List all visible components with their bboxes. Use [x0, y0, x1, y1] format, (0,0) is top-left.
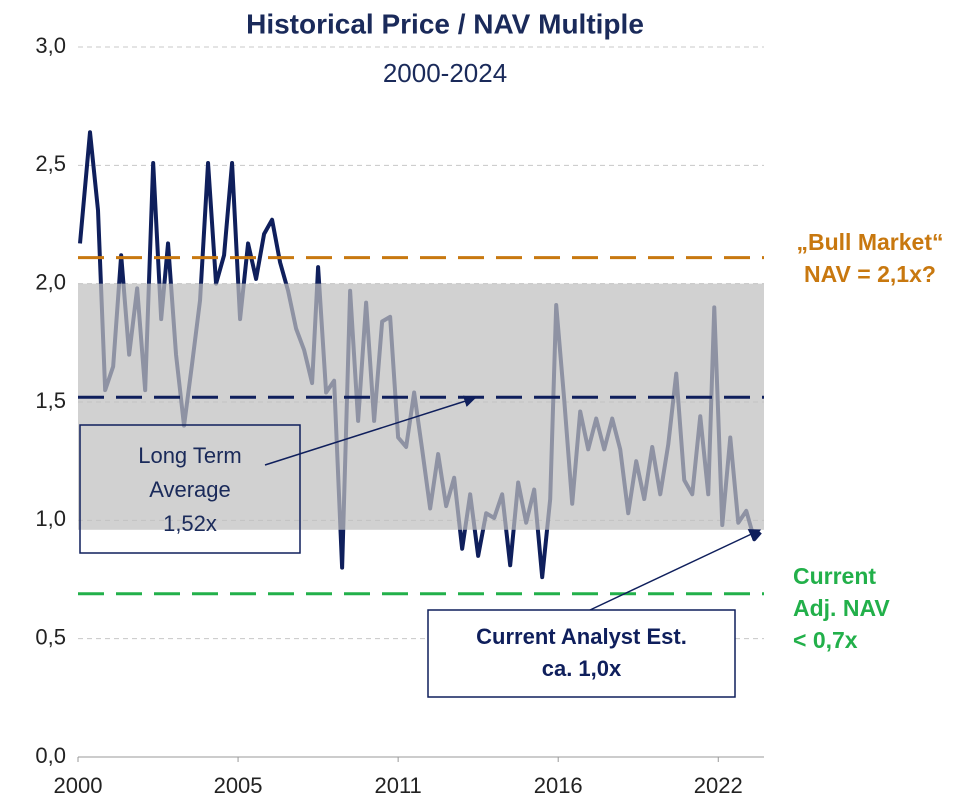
x-tick-label: 2000: [54, 773, 103, 798]
annotation-line: 1,52x: [163, 511, 217, 536]
range-band: [78, 283, 764, 530]
annotation-box: [79, 424, 301, 554]
reference-label-line: Current: [793, 563, 876, 589]
y-tick-label: 0,0: [35, 743, 66, 768]
x-tick-label: 2011: [374, 773, 421, 798]
reference-label-line: < 0,7x: [793, 627, 858, 653]
x-tick-label: 2016: [534, 773, 583, 798]
chart-title: Historical Price / NAV Multiple: [246, 8, 644, 39]
annotation-arrow: [589, 529, 762, 611]
annotation: Long Term Average 1,52x: [138, 443, 242, 536]
annotation-line: Long Term: [138, 443, 242, 468]
y-tick-label: 0,5: [35, 624, 66, 649]
reference-label: „Bull Market“ NAV = 2,1x?: [797, 229, 944, 287]
chart-subtitle: 2000-2024: [383, 58, 507, 88]
x-tick-label: 2005: [214, 773, 263, 798]
x-tick-label: 2022: [694, 773, 743, 798]
reference-label-line: NAV = 2,1x?: [804, 261, 936, 287]
y-tick-label: 2,5: [35, 151, 66, 176]
y-tick-label: 3,0: [35, 33, 66, 58]
reference-label-line: „Bull Market“: [797, 229, 944, 255]
annotation-line: ca. 1,0x: [542, 656, 622, 681]
annotation-line: Current Analyst Est.: [476, 624, 687, 649]
y-tick-label: 1,5: [35, 388, 66, 413]
reference-label-line: Adj. NAV: [793, 595, 890, 621]
annotation: Current Analyst Est. ca. 1,0x: [476, 624, 687, 681]
annotation-box: [427, 609, 736, 698]
reference-label: Current Adj. NAV < 0,7x: [793, 563, 890, 653]
annotation-line: Average: [149, 477, 231, 502]
y-tick-label: 1,0: [35, 506, 66, 531]
y-tick-label: 2,0: [35, 269, 66, 294]
